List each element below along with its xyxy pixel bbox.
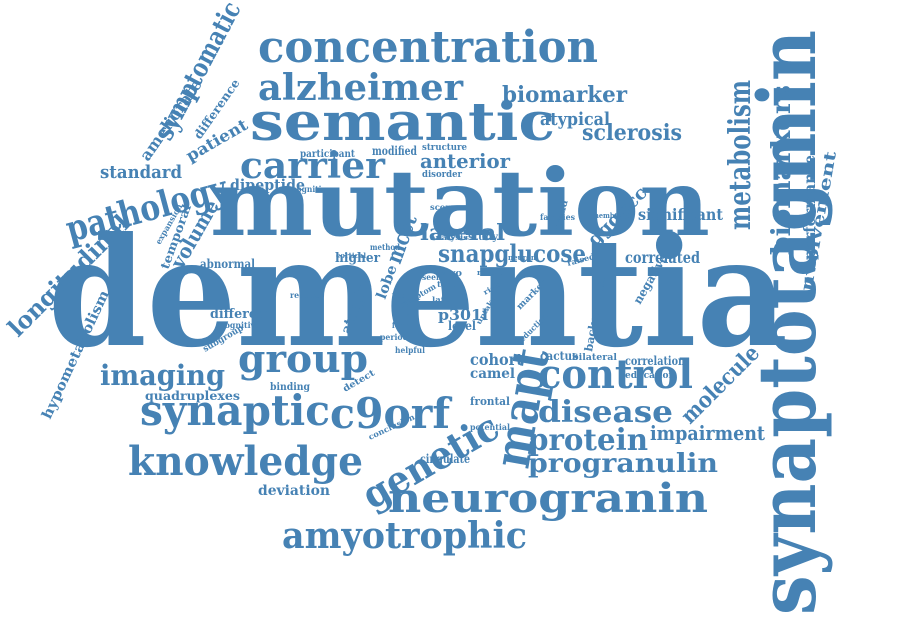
- word-snapglucose: snapglucose: [438, 239, 586, 268]
- word-cingulate: cingulate: [420, 452, 470, 466]
- word-helpful: helpful: [395, 345, 425, 355]
- word-neuron: neuron: [508, 253, 536, 262]
- word-period: period: [380, 332, 408, 342]
- word-level: level: [448, 319, 476, 333]
- word-metabolism: metabolism: [723, 80, 758, 230]
- word-standard: standard: [100, 162, 182, 183]
- word-form: form: [392, 320, 410, 330]
- word-method: method: [370, 242, 400, 252]
- word-bilateral: bilateral: [572, 353, 618, 363]
- word-lateral: lateral: [420, 220, 505, 246]
- word-progranulin: progranulin: [528, 449, 718, 479]
- word-vivo: vivo: [439, 269, 462, 279]
- word-impairment: impairment: [650, 421, 766, 445]
- word-cactus: cactus: [540, 349, 578, 363]
- word-camel: camel: [470, 366, 515, 382]
- word-quadruplexes: quadruplexes: [145, 389, 240, 403]
- word-protein: protein: [528, 423, 648, 458]
- word-score: score: [430, 202, 455, 212]
- word-biomarkers: biomarkers: [767, 85, 797, 255]
- word-potential: potential: [470, 422, 510, 432]
- word-cognitive: cognitive: [220, 320, 260, 330]
- word-carrier: carrier: [240, 145, 386, 187]
- word-cortical: cortical: [336, 251, 366, 260]
- word-alzheimer: alzheimer: [258, 67, 464, 109]
- word-abnormal: abnormal: [200, 257, 255, 271]
- word-structure: structure: [422, 143, 467, 153]
- word-atypical: atypical: [540, 109, 610, 130]
- word-concentration: concentration: [258, 22, 598, 73]
- word-disorder: disorder: [422, 170, 462, 180]
- word-families: families: [540, 212, 575, 222]
- word-significant: significant: [638, 205, 724, 224]
- word-p301l: p301l: [438, 306, 488, 324]
- word-neurogranin: neurogranin: [388, 475, 708, 522]
- word-disease: disease: [538, 395, 673, 430]
- word-reduce: reduce: [290, 290, 320, 300]
- word-different: different: [210, 307, 272, 322]
- word-result: result: [477, 268, 503, 277]
- word-performance: performance: [800, 155, 819, 260]
- word-test: test: [437, 279, 455, 289]
- word-year: year: [391, 290, 411, 300]
- word-study: study: [468, 232, 499, 243]
- word-group: group: [238, 336, 368, 381]
- word-analysis: analysis: [430, 233, 468, 242]
- word-synaptotagmin: synaptotagmin: [740, 30, 834, 615]
- word-binding: binding: [270, 382, 310, 393]
- word-correlation: correlation: [625, 354, 685, 368]
- word-late: late: [432, 295, 451, 304]
- word-education: education: [625, 371, 675, 381]
- word-c9orf: c9orf: [330, 389, 453, 438]
- word-mutation: mutation: [210, 149, 710, 257]
- word-imaging: imaging: [100, 359, 225, 392]
- word-seem: seem: [422, 272, 445, 282]
- word-participant: participant: [300, 149, 355, 160]
- word-control: control: [538, 351, 693, 398]
- word-anterior: anterior: [420, 149, 510, 173]
- word-sclerosis: sclerosis: [582, 120, 682, 146]
- word-dipeptide: dipeptide: [230, 176, 305, 194]
- word-biomarker: biomarker: [502, 82, 627, 108]
- word-modified: modified: [372, 144, 417, 158]
- word-higher: higher: [335, 251, 380, 266]
- word-correlated: correlated: [625, 248, 700, 267]
- word-knowledge: knowledge: [128, 438, 363, 485]
- word-vitro: vitro: [392, 311, 416, 320]
- word-cohort: cohort: [470, 350, 524, 369]
- word-dementia: dementia: [48, 205, 788, 381]
- word-cognition: cognition: [292, 184, 332, 194]
- word-deviation: deviation: [258, 483, 330, 499]
- word-member: member: [592, 211, 622, 220]
- word-frontal: frontal: [470, 395, 510, 408]
- word-amyotrophic: amyotrophic: [282, 515, 527, 557]
- word-synaptic: synaptic: [140, 386, 330, 435]
- word-semantic: semantic: [250, 92, 555, 153]
